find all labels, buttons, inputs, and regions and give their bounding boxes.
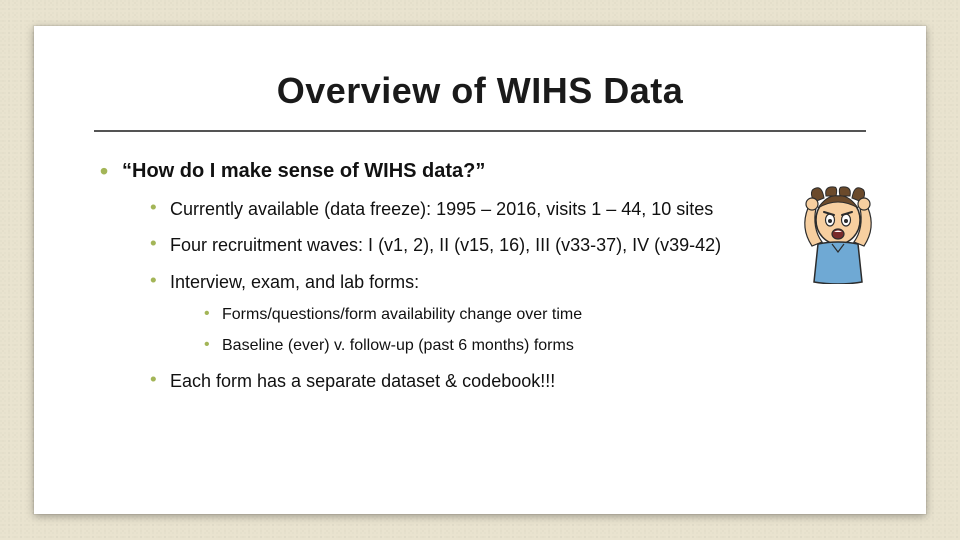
bullet-lvl2: Four recruitment waves: I (v1, 2), II (v… bbox=[146, 233, 866, 257]
bullet-lvl1: “How do I make sense of WIHS data?” Curr… bbox=[94, 158, 866, 393]
bullet-lvl2-text: Interview, exam, and lab forms: bbox=[170, 272, 419, 292]
bullet-lvl2-text: Currently available (data freeze): 1995 … bbox=[170, 199, 713, 219]
bullet-lvl2: Each form has a separate dataset & codeb… bbox=[146, 369, 866, 393]
bullet-lvl1-text: “How do I make sense of WIHS data?” bbox=[122, 160, 485, 182]
bullet-lvl3: Baseline (ever) v. follow-up (past 6 mon… bbox=[200, 335, 866, 357]
slide-background: Overview of WIHS Data “How do I make sen… bbox=[0, 0, 960, 540]
title-divider bbox=[94, 130, 866, 132]
bullet-list-lvl2: Currently available (data freeze): 1995 … bbox=[122, 197, 866, 393]
bullet-list-lvl3: Forms/questions/form availability change… bbox=[170, 304, 866, 357]
bullet-lvl2: Interview, exam, and lab forms: Forms/qu… bbox=[146, 270, 866, 357]
bullet-lvl2-text: Four recruitment waves: I (v1, 2), II (v… bbox=[170, 235, 721, 255]
bullet-lvl3-text: Baseline (ever) v. follow-up (past 6 mon… bbox=[222, 337, 574, 354]
bullet-list-lvl1: “How do I make sense of WIHS data?” Curr… bbox=[94, 158, 866, 393]
bullet-lvl3-text: Forms/questions/form availability change… bbox=[222, 306, 582, 323]
bullet-lvl2: Currently available (data freeze): 1995 … bbox=[146, 197, 866, 221]
bullet-lvl3: Forms/questions/form availability change… bbox=[200, 304, 866, 326]
frustrated-person-icon bbox=[794, 184, 882, 284]
bullet-lvl2-text: Each form has a separate dataset & codeb… bbox=[170, 371, 555, 391]
slide-title: Overview of WIHS Data bbox=[94, 70, 866, 112]
slide-paper: Overview of WIHS Data “How do I make sen… bbox=[34, 26, 926, 514]
